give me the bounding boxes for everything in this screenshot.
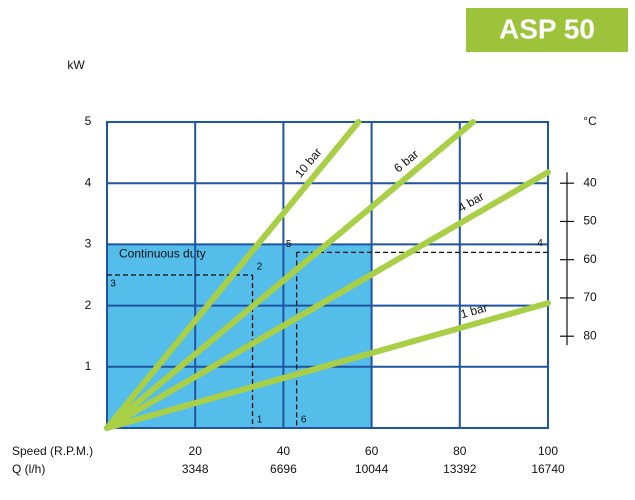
y2-tick-label: 70 bbox=[583, 290, 597, 304]
guide-label: 2 bbox=[257, 262, 263, 273]
y-tick-label: 2 bbox=[85, 298, 92, 312]
y-tick-label: 3 bbox=[85, 237, 92, 251]
chart-title: ASP 50 bbox=[499, 13, 595, 44]
x-tick-label: 60 bbox=[365, 444, 379, 458]
x-tick-label: 100 bbox=[538, 444, 558, 458]
guide-label: 6 bbox=[301, 415, 307, 426]
series-name: 10 bar bbox=[292, 145, 324, 180]
x2-tick-label: 6696 bbox=[270, 462, 297, 476]
x2-tick-label: 3348 bbox=[182, 462, 209, 476]
x2-tick-label: 10044 bbox=[355, 462, 389, 476]
series-line bbox=[104, 300, 551, 431]
x-tick-label: 80 bbox=[453, 444, 467, 458]
y2-tick-label: 50 bbox=[583, 214, 597, 228]
y2-axis-label: °C bbox=[583, 114, 597, 128]
guide-label: 1 bbox=[257, 415, 263, 426]
series-line bbox=[104, 119, 477, 431]
y2-tick-label: 40 bbox=[583, 175, 597, 189]
x2-axis-label: Q (l/h) bbox=[12, 462, 45, 476]
y2-tick-label: 60 bbox=[583, 252, 597, 266]
title-badge bbox=[466, 8, 628, 52]
x2-tick-label: 16740 bbox=[531, 462, 565, 476]
y-tick-label: 5 bbox=[85, 114, 92, 128]
x-tick-label: 20 bbox=[189, 444, 203, 458]
x-axis-label: Speed (R.P.M.) bbox=[12, 444, 93, 458]
x2-tick-label: 13392 bbox=[443, 462, 477, 476]
guide-label: 5 bbox=[286, 239, 292, 250]
series-line bbox=[104, 119, 362, 431]
guide-label: 4 bbox=[537, 238, 543, 249]
y-tick-label: 1 bbox=[85, 359, 92, 373]
y-tick-label: 4 bbox=[85, 175, 92, 189]
series-line bbox=[104, 169, 551, 431]
region-label: Continuous duty bbox=[119, 247, 206, 261]
y-axis-label: kW bbox=[67, 58, 85, 72]
guide-label: 3 bbox=[110, 279, 116, 290]
continuous-duty-region bbox=[107, 244, 372, 428]
x-tick-label: 40 bbox=[277, 444, 291, 458]
y2-tick-label: 80 bbox=[583, 328, 597, 342]
